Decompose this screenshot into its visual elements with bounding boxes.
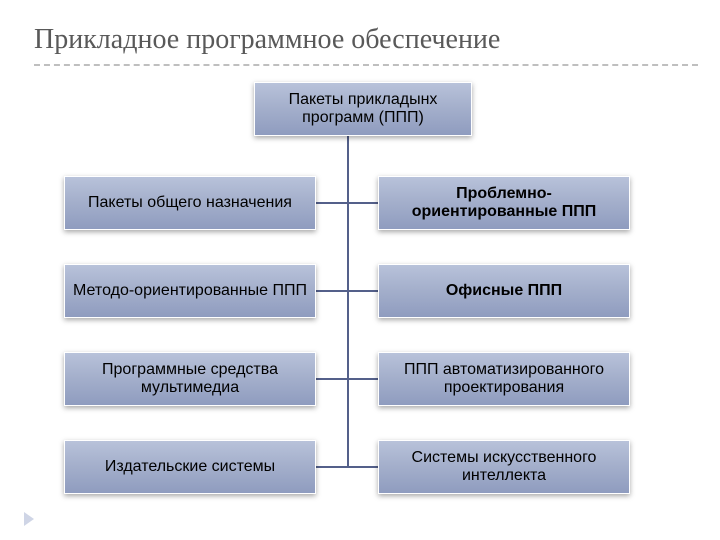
- page-title: Прикладное программное обеспечение: [34, 24, 500, 56]
- node-l4: Издательские системы: [64, 440, 316, 494]
- node-r1: Проблемно-ориентированные ППП: [378, 176, 630, 230]
- node-r3: ППП автоматизированного проектирования: [378, 352, 630, 406]
- connector-row2-left: [316, 290, 348, 292]
- node-r4: Системы искусственного интеллекта: [378, 440, 630, 494]
- node-r2: Офисные ППП: [378, 264, 630, 318]
- node-root: Пакеты прикладынх программ (ППП): [254, 82, 472, 136]
- node-l2: Методо-ориентированные ППП: [64, 264, 316, 318]
- connector-row2-right: [348, 290, 378, 292]
- title-underline: [34, 64, 698, 66]
- slide-marker-icon: [24, 512, 34, 526]
- node-l1: Пакеты общего назначения: [64, 176, 316, 230]
- connector-row4-left: [316, 466, 348, 468]
- connector-trunk: [347, 136, 349, 467]
- connector-row3-right: [348, 378, 378, 380]
- connector-row1-left: [316, 202, 348, 204]
- connector-row1-right: [348, 202, 378, 204]
- connector-row3-left: [316, 378, 348, 380]
- connector-row4-right: [348, 466, 378, 468]
- node-l3: Программные средства мультимедиа: [64, 352, 316, 406]
